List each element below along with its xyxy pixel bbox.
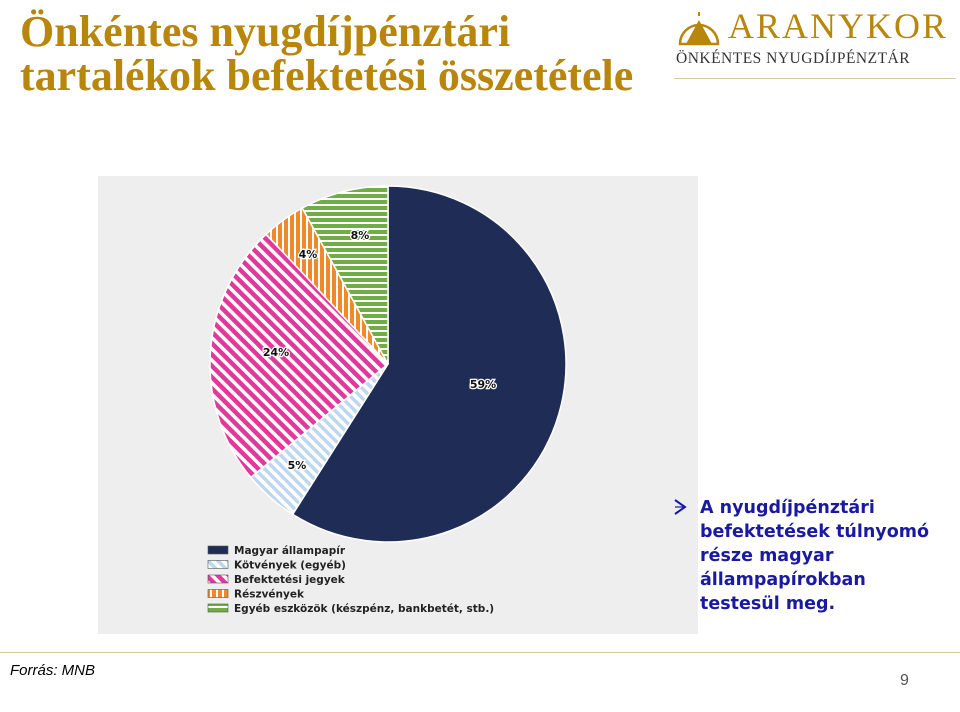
bullet-text: A nyugdíjpénztári befektetések túlnyomó … bbox=[700, 498, 929, 614]
footer-divider bbox=[0, 652, 960, 653]
arrowhead-bullet-icon bbox=[674, 499, 687, 515]
pie-chart: 59% 5% 24% 4% 8% Magyar állampapír Kötvények … bbox=[207, 185, 567, 615]
pie-slices bbox=[209, 185, 567, 543]
sun-logo-icon bbox=[678, 12, 720, 46]
pie-label-kotvenyek-egyeb: 5% bbox=[288, 459, 307, 472]
legend-swatch-kotvenyek-egyeb bbox=[207, 560, 229, 569]
legend-label-kotvenyek-egyeb: Kötvények (egyéb) bbox=[234, 560, 346, 572]
pie-slice-magyar-allampapir bbox=[291, 185, 567, 543]
pie-label-befektetesi-jegyek: 24% bbox=[263, 346, 289, 359]
legend-label-egyeb-eszkozok-keszpenz-bankbetet-stb: Egyéb eszközök (készpénz, bankbetét, stb… bbox=[234, 603, 494, 615]
chart-legend: Magyar állampapír Kötvények (egyéb) Befekt… bbox=[207, 545, 494, 615]
legend-swatch-befektetesi-jegyek bbox=[207, 574, 229, 584]
aranykor-logo: ARANYKOR ÖNKÉNTES NYUGDÍJPÉNZTÁR bbox=[676, 6, 956, 70]
page-number: 9 bbox=[900, 672, 909, 689]
logo-subtitle: ÖNKÉNTES NYUGDÍJPÉNZTÁR bbox=[676, 50, 911, 67]
pie-value-labels: 59% 5% 24% 4% 8% bbox=[262, 228, 498, 474]
pie-chart-panel: 59% 5% 24% 4% 8% Magyar állampapír Kötvények … bbox=[98, 176, 698, 634]
header-divider bbox=[674, 78, 956, 79]
pie-label-egyeb-eszkozok-keszpenz-bankbetet-stb: 8% bbox=[351, 229, 370, 242]
pie-label-magyar-allampapir: 59% bbox=[470, 378, 496, 391]
logo-wordmark: ARANYKOR bbox=[728, 6, 949, 46]
legend-label-magyar-allampapir: Magyar állampapír bbox=[234, 545, 346, 557]
legend-swatch-reszvenyek bbox=[207, 589, 229, 598]
slide-title: Önkéntes nyugdíjpénztári tartalékok befe… bbox=[20, 7, 634, 100]
bullet-point: A nyugdíjpénztári befektetések túlnyomó … bbox=[674, 496, 946, 616]
pie-label-reszvenyek: 4% bbox=[299, 248, 318, 261]
pie-slice-egyeb-eszkozok-keszpenz-bankbetet-stb bbox=[301, 185, 389, 365]
legend-label-reszvenyek: Részvények bbox=[234, 589, 305, 601]
legend-swatch-magyar-allampapir bbox=[207, 545, 229, 555]
source-note: Forrás: MNB bbox=[10, 662, 96, 679]
legend-label-befektetesi-jegyek: Befektetési jegyek bbox=[234, 574, 346, 586]
legend-swatch-egyeb-eszkozok-keszpenz-bankbetet-stb bbox=[207, 603, 229, 613]
pie-slice-befektetesi-jegyek bbox=[209, 233, 390, 479]
